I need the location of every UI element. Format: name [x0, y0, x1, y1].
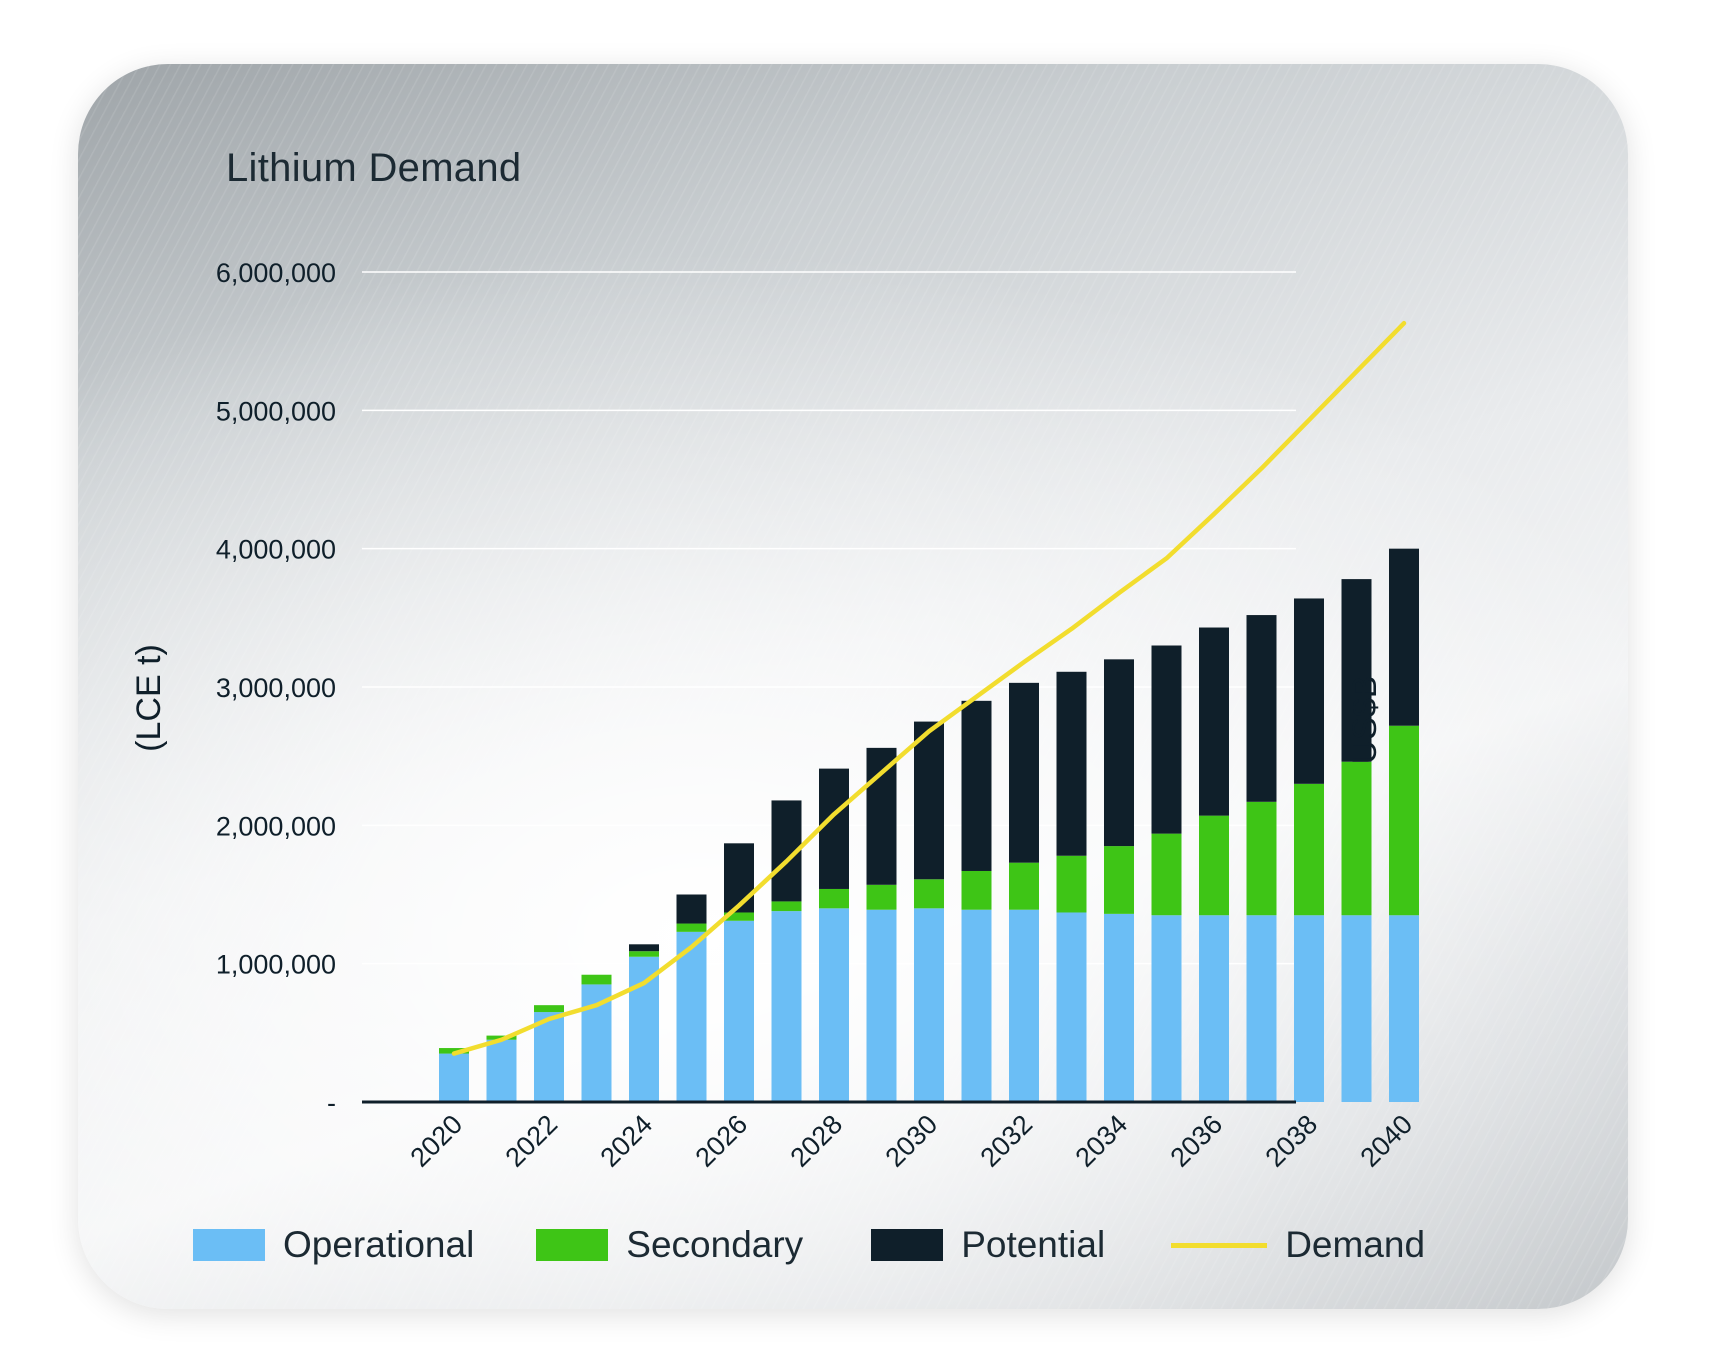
chart-card: Lithium Demand - 1,000,000 2,000,000 3,000,…	[78, 64, 1628, 1309]
bar-potential-2026	[724, 843, 754, 913]
bar-operational-2028	[819, 908, 849, 1102]
bar-operational-2025	[676, 931, 707, 1102]
bar-potential-2040	[1389, 548, 1419, 726]
legend-item-secondary: Secondary	[536, 1224, 803, 1266]
x-tick-label: 2032	[975, 1109, 1039, 1173]
bar-operational-2037	[1246, 915, 1277, 1102]
bar-secondary-2030	[914, 879, 944, 909]
x-tick-label: 2020	[405, 1109, 469, 1173]
bar-secondary-2039	[1341, 761, 1372, 916]
x-tick-label: 2026	[690, 1109, 754, 1173]
bar-operational-2026	[724, 920, 754, 1102]
bar-secondary-2033	[1056, 855, 1087, 913]
bar-potential-2025	[676, 894, 707, 924]
x-tick-label: 2022	[500, 1109, 564, 1173]
legend-label-operational: Operational	[283, 1224, 475, 1265]
x-tick-label: 2040	[1355, 1109, 1419, 1173]
y-tick-label: 3,000,000	[216, 673, 336, 703]
bar-operational-2034	[1104, 913, 1134, 1102]
bar-secondary-2028	[819, 888, 849, 909]
bar-secondary-2027	[771, 901, 802, 912]
bar-potential-2034	[1104, 659, 1134, 847]
bar-secondary-2022	[534, 1005, 564, 1013]
y-tick-label: 1,000,000	[216, 950, 336, 980]
legend-item-potential: Potential	[871, 1224, 1105, 1266]
bar-operational-2021	[486, 1039, 517, 1102]
legend-line-demand	[1171, 1242, 1268, 1248]
x-tick-label: 2034	[1070, 1109, 1134, 1173]
bar-potential-2030	[914, 721, 944, 880]
bar-operational-2027	[771, 911, 802, 1102]
bar-operational-2040	[1389, 915, 1419, 1102]
x-tick-label: 2030	[880, 1109, 944, 1173]
bar-operational-2038	[1294, 915, 1324, 1102]
legend-swatch-operational	[193, 1229, 265, 1261]
bar-secondary-2037	[1246, 801, 1277, 916]
legend-label-secondary: Secondary	[626, 1224, 804, 1265]
bar-secondary-2036	[1199, 815, 1229, 916]
x-tick-label: 2028	[785, 1109, 849, 1173]
bar-secondary-2029	[866, 884, 897, 910]
bar-potential-2032	[1009, 682, 1039, 863]
bar-secondary-2032	[1009, 862, 1039, 910]
bar-potential-2039	[1341, 579, 1372, 762]
bar-operational-2029	[866, 909, 897, 1102]
bar-potential-2028	[819, 768, 849, 889]
bar-operational-2039	[1341, 915, 1372, 1102]
bar-operational-2032	[1009, 909, 1039, 1102]
bar-potential-2037	[1246, 615, 1277, 802]
bar-potential-2033	[1056, 671, 1087, 856]
legend-swatch-potential	[871, 1229, 944, 1261]
bar-operational-2022	[534, 1012, 564, 1102]
x-tick-label: 2036	[1165, 1109, 1229, 1173]
legend-swatch-secondary	[536, 1229, 609, 1261]
y-tick-label: 6,000,000	[216, 258, 336, 288]
bar-potential-2031	[961, 700, 992, 871]
legend: Operational Secondary Potential Demand	[193, 1224, 1425, 1266]
legend-item-demand: Demand	[1171, 1224, 1425, 1266]
chart-title: Lithium Demand	[226, 146, 522, 190]
bar-secondary-2038	[1294, 783, 1324, 916]
bar-secondary-2026	[724, 912, 754, 921]
bar-operational-2033	[1056, 912, 1087, 1102]
secondary-y-axis-label: US$B	[1346, 676, 1384, 765]
bar-operational-2036	[1199, 915, 1229, 1102]
bar-operational-2035	[1151, 915, 1182, 1102]
x-tick-label: 2024	[595, 1109, 659, 1173]
bar-secondary-2034	[1104, 846, 1134, 914]
y-axis-label: (LCE t)	[130, 644, 168, 752]
legend-label-demand: Demand	[1285, 1224, 1426, 1265]
bar-secondary-2023	[581, 974, 612, 985]
y-tick-label: 5,000,000	[216, 396, 336, 426]
bar-potential-2036	[1199, 627, 1229, 816]
bar-operational-2030	[914, 908, 944, 1102]
bar-secondary-2035	[1151, 833, 1182, 916]
bar-secondary-2020	[439, 1048, 469, 1054]
bar-potential-2029	[866, 747, 897, 885]
y-tick-label: 4,000,000	[216, 535, 336, 565]
bar-operational-2031	[961, 909, 992, 1102]
bar-secondary-2031	[961, 870, 992, 910]
bar-secondary-2024	[629, 951, 659, 957]
bar-secondary-2040	[1389, 725, 1419, 916]
bar-operational-2020	[439, 1053, 469, 1102]
legend-item-operational: Operational	[193, 1224, 474, 1266]
bar-secondary-2025	[676, 923, 707, 932]
y-tick-label: 2,000,000	[216, 811, 336, 841]
bar-operational-2024	[629, 956, 659, 1102]
bar-potential-2035	[1151, 645, 1182, 834]
y-tick-label: -	[327, 1088, 336, 1118]
bar-potential-2024	[629, 944, 659, 952]
bar-potential-2038	[1294, 598, 1324, 784]
legend-label-potential: Potential	[961, 1224, 1106, 1265]
demand-line	[451, 320, 1407, 1056]
chart-plot: - 1,000,000 2,000,000 3,000,000 4,000,000 5,0…	[130, 258, 1419, 1173]
x-tick-label: 2038	[1260, 1109, 1324, 1173]
